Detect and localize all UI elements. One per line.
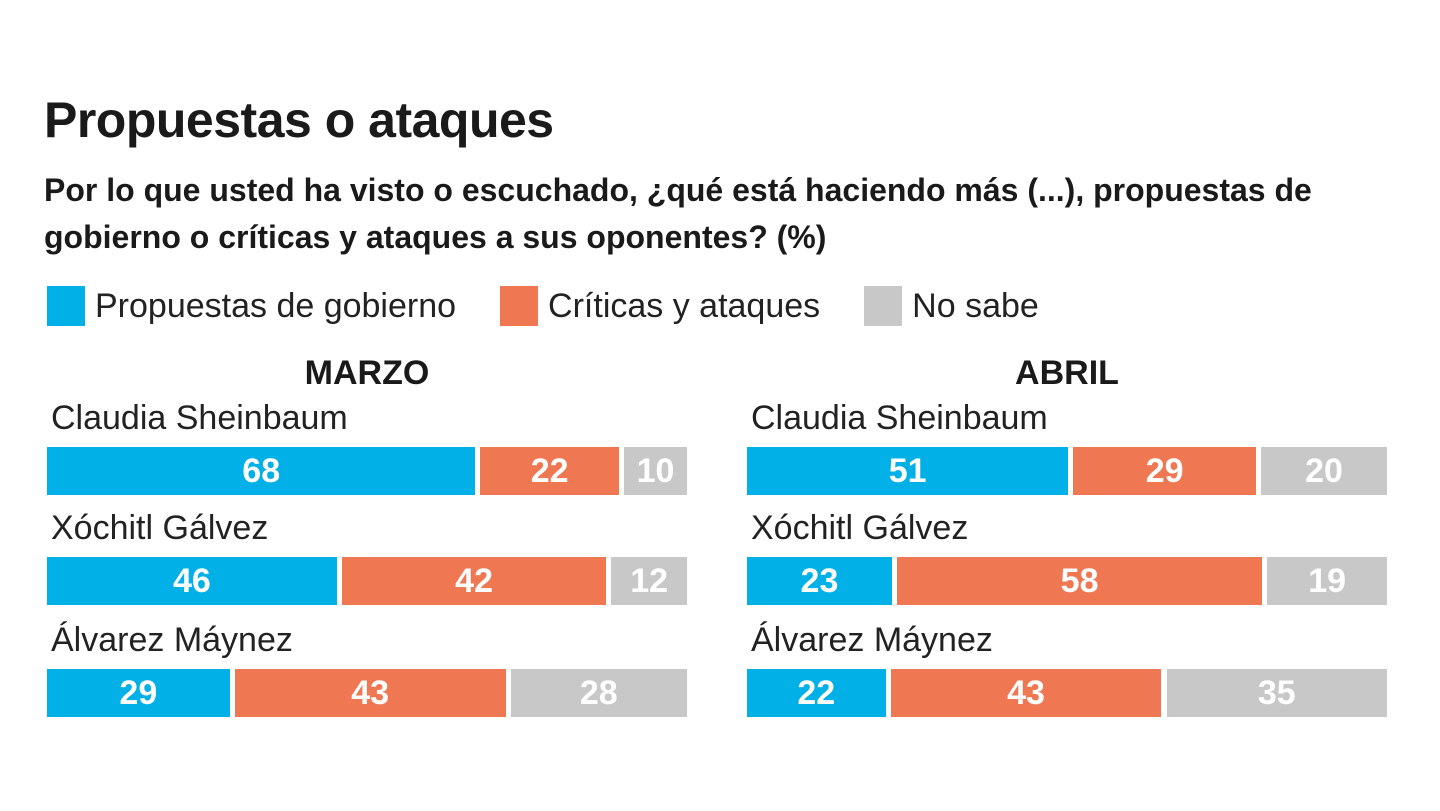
panel-title-abril: ABRIL bbox=[1015, 354, 1119, 392]
data-label-marzo-xochitl-galvez-no-sabe: 12 bbox=[630, 561, 669, 600]
bar-row-abril-xochitl-galvez: 23 58 19 bbox=[747, 557, 1387, 605]
chart-title: Propuestas o ataques bbox=[44, 92, 554, 148]
panel-title-marzo: MARZO bbox=[304, 354, 430, 392]
bar-segment-marzo-claudia-sheinbaum-propuestas: 68 bbox=[47, 447, 476, 495]
legend-swatch-criticas bbox=[500, 286, 539, 326]
bar-row-abril-alvarez-maynez: 22 43 35 bbox=[747, 669, 1387, 717]
data-label-abril-xochitl-galvez-propuestas: 23 bbox=[800, 561, 839, 600]
data-label-marzo-alvarez-maynez-propuestas: 29 bbox=[119, 673, 158, 712]
bar-segment-abril-xochitl-galvez-propuestas: 23 bbox=[747, 557, 892, 605]
bar-segment-marzo-alvarez-maynez-no-sabe: 28 bbox=[510, 669, 687, 717]
bar-segment-abril-xochitl-galvez-no-sabe: 19 bbox=[1267, 557, 1387, 605]
bar-segment-marzo-xochitl-galvez-no-sabe: 12 bbox=[611, 557, 687, 605]
candidate-label-marzo-xochitl-galvez: Xóchitl Gálvez bbox=[51, 509, 269, 547]
data-label-marzo-alvarez-maynez-criticas: 43 bbox=[351, 673, 390, 712]
legend-item-propuestas: Propuestas de gobierno bbox=[47, 286, 456, 326]
bar-segment-abril-claudia-sheinbaum-no-sabe: 20 bbox=[1261, 447, 1387, 495]
bar-segment-abril-alvarez-maynez-no-sabe: 35 bbox=[1166, 669, 1387, 717]
data-label-marzo-claudia-sheinbaum-criticas: 22 bbox=[530, 451, 569, 490]
bar-row-marzo-xochitl-galvez: 46 42 12 bbox=[47, 557, 687, 605]
bar-segment-marzo-xochitl-galvez-criticas: 42 bbox=[341, 557, 607, 605]
data-label-abril-claudia-sheinbaum-no-sabe: 20 bbox=[1305, 451, 1343, 490]
data-label-abril-claudia-sheinbaum-criticas: 29 bbox=[1145, 451, 1184, 490]
panel-abril: ABRIL Claudia Sheinbaum 51 29 20 Xóchitl Gál… bbox=[747, 352, 1387, 722]
legend-label-propuestas: Propuestas de gobierno bbox=[95, 286, 457, 325]
data-label-marzo-claudia-sheinbaum-propuestas: 68 bbox=[242, 451, 281, 490]
bar-segment-marzo-alvarez-maynez-propuestas: 29 bbox=[47, 669, 230, 717]
bar-segment-abril-claudia-sheinbaum-propuestas: 51 bbox=[747, 447, 1069, 495]
legend-swatch-no-sabe bbox=[864, 286, 903, 326]
panel-marzo: MARZO Claudia Sheinbaum 68 22 10 Xóchitl Gál… bbox=[47, 352, 687, 722]
data-label-abril-alvarez-maynez-criticas: 43 bbox=[1007, 673, 1045, 712]
candidate-label-abril-alvarez-maynez: Álvarez Máynez bbox=[751, 621, 993, 659]
data-label-abril-xochitl-galvez-criticas: 58 bbox=[1060, 561, 1099, 600]
bar-segment-marzo-alvarez-maynez-criticas: 43 bbox=[234, 669, 506, 717]
candidate-label-abril-claudia-sheinbaum: Claudia Sheinbaum bbox=[751, 399, 1048, 437]
legend-swatch-propuestas bbox=[47, 286, 85, 326]
candidate-label-marzo-claudia-sheinbaum: Claudia Sheinbaum bbox=[51, 399, 348, 437]
legend-label-no-sabe: No sabe bbox=[912, 286, 1039, 325]
data-label-marzo-claudia-sheinbaum-no-sabe: 10 bbox=[636, 451, 675, 490]
bar-segment-abril-xochitl-galvez-criticas: 58 bbox=[896, 557, 1263, 605]
legend-item-criticas: Críticas y ataques bbox=[500, 286, 820, 326]
candidate-label-marzo-alvarez-maynez: Álvarez Máynez bbox=[51, 621, 293, 659]
bar-segment-marzo-claudia-sheinbaum-no-sabe: 10 bbox=[624, 447, 687, 495]
bar-segment-marzo-claudia-sheinbaum-criticas: 22 bbox=[480, 447, 619, 495]
chart-subtitle: Por lo que usted ha visto o escuchado, ¿… bbox=[44, 172, 1312, 255]
data-label-abril-alvarez-maynez-no-sabe: 35 bbox=[1257, 673, 1296, 712]
data-label-marzo-alvarez-maynez-no-sabe: 28 bbox=[579, 673, 618, 712]
bar-row-abril-claudia-sheinbaum: 51 29 20 bbox=[747, 447, 1387, 495]
legend-item-no-sabe: No sabe bbox=[864, 286, 1039, 326]
bar-segment-marzo-xochitl-galvez-propuestas: 46 bbox=[47, 557, 337, 605]
data-label-abril-claudia-sheinbaum-propuestas: 51 bbox=[888, 451, 927, 490]
candidate-label-abril-xochitl-galvez: Xóchitl Gálvez bbox=[751, 509, 969, 547]
bar-row-marzo-alvarez-maynez: 29 43 28 bbox=[47, 669, 687, 717]
data-label-marzo-xochitl-galvez-criticas: 42 bbox=[455, 561, 493, 600]
bar-segment-abril-alvarez-maynez-criticas: 43 bbox=[890, 669, 1162, 717]
bar-segment-abril-claudia-sheinbaum-criticas: 29 bbox=[1073, 447, 1256, 495]
data-label-abril-xochitl-galvez-no-sabe: 19 bbox=[1308, 561, 1347, 600]
bar-row-marzo-claudia-sheinbaum: 68 22 10 bbox=[47, 447, 687, 495]
bar-segment-abril-alvarez-maynez-propuestas: 22 bbox=[747, 669, 886, 717]
legend-label-criticas: Críticas y ataques bbox=[548, 286, 821, 325]
legend: Propuestas de gobierno Críticas y ataque… bbox=[47, 285, 1083, 327]
data-label-marzo-xochitl-galvez-propuestas: 46 bbox=[172, 561, 211, 600]
data-label-abril-alvarez-maynez-propuestas: 22 bbox=[797, 673, 836, 712]
